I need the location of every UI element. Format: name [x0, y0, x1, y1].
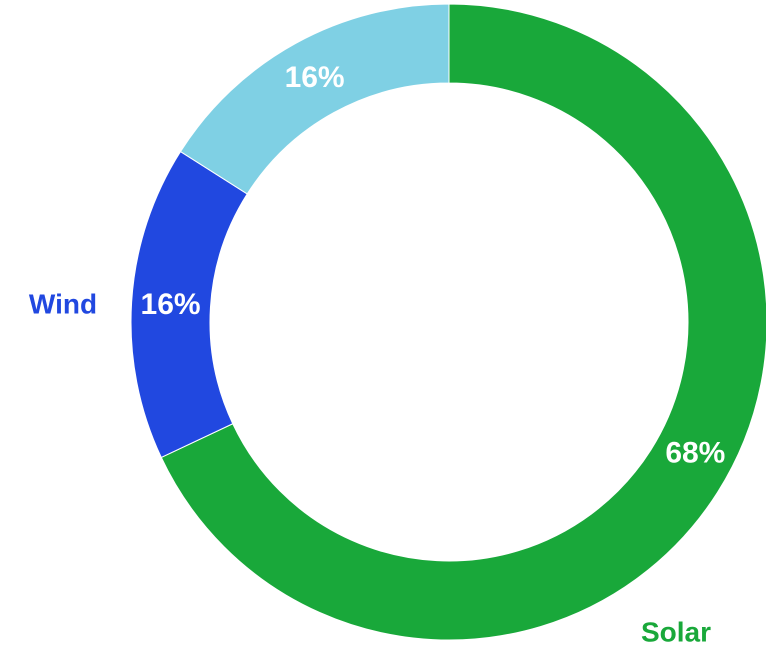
value-labels: 68% 16% 16%: [141, 61, 726, 469]
category-labels: Solar Wind: [29, 289, 711, 647]
donut-slices: [130, 3, 766, 641]
slice-solar-0: [160, 3, 766, 641]
category-label-wind: Wind: [29, 289, 97, 320]
value-label-1: 16%: [141, 288, 201, 321]
value-label-2: 16%: [285, 61, 345, 94]
slice-unlabeled-2: [179, 3, 450, 195]
category-label-solar: Solar: [641, 617, 711, 647]
value-label-0: 68%: [665, 436, 725, 469]
